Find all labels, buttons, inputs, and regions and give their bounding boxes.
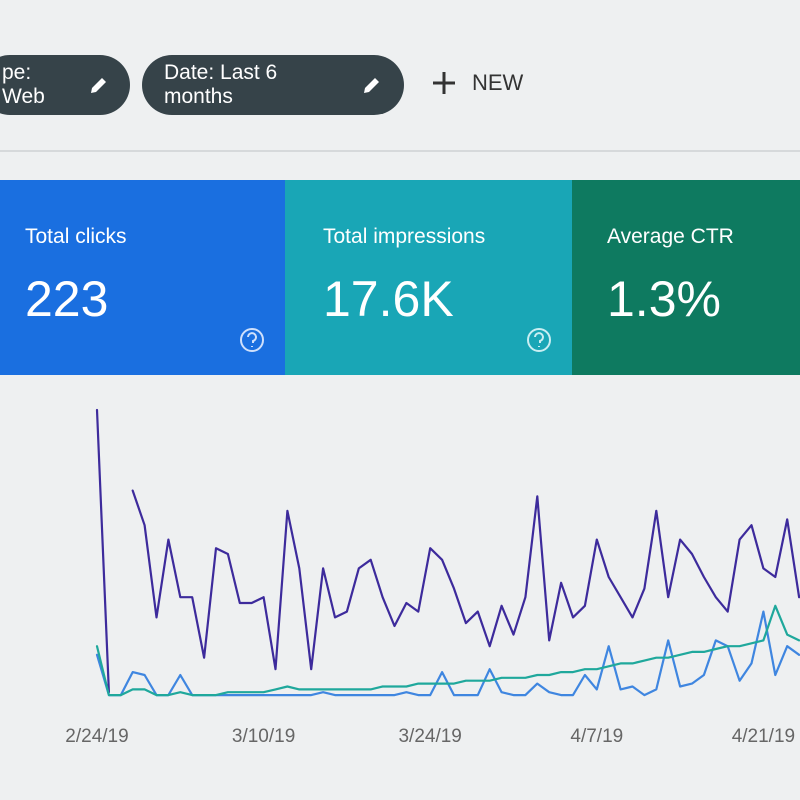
new-label: NEW [472, 70, 524, 95]
metric-card[interactable]: Average CTR 1.3% [572, 180, 800, 375]
help-icon[interactable] [526, 327, 552, 353]
series-line [95, 604, 800, 697]
filter-chip[interactable]: Date: Last 6 months [142, 55, 404, 115]
metric-card[interactable]: Total clicks 223 [0, 180, 285, 375]
chip-label: Date: Last 6 months [164, 61, 278, 108]
series-line [95, 408, 800, 694]
chart: 2/24/19 3/10/19 3/24/19 4/7/19 4/21/19 [65, 408, 800, 747]
metric-value: 1.3% [607, 271, 721, 327]
metric-label: Total clicks [25, 225, 127, 248]
metric-value: 223 [25, 271, 109, 327]
x-tick-label: 4/21/19 [732, 726, 795, 747]
divider [0, 150, 800, 152]
metric-label: Average CTR [607, 225, 734, 248]
chip-label: pe: Web [2, 61, 45, 108]
x-tick-label: 2/24/19 [65, 726, 128, 747]
x-tick-label: 4/7/19 [570, 726, 623, 747]
filter-chip[interactable]: pe: Web [0, 55, 130, 115]
plus-icon [433, 72, 455, 94]
x-tick-label: 3/24/19 [398, 726, 461, 747]
metric-card[interactable]: Total impressions 17.6K [285, 180, 572, 375]
help-icon[interactable] [239, 327, 265, 353]
metric-label: Total impressions [323, 225, 486, 248]
metric-value: 17.6K [323, 271, 454, 327]
new-button[interactable]: NEW [432, 70, 523, 96]
edit-icon [364, 78, 380, 93]
edit-icon [91, 78, 107, 93]
x-tick-label: 3/10/19 [232, 726, 295, 747]
